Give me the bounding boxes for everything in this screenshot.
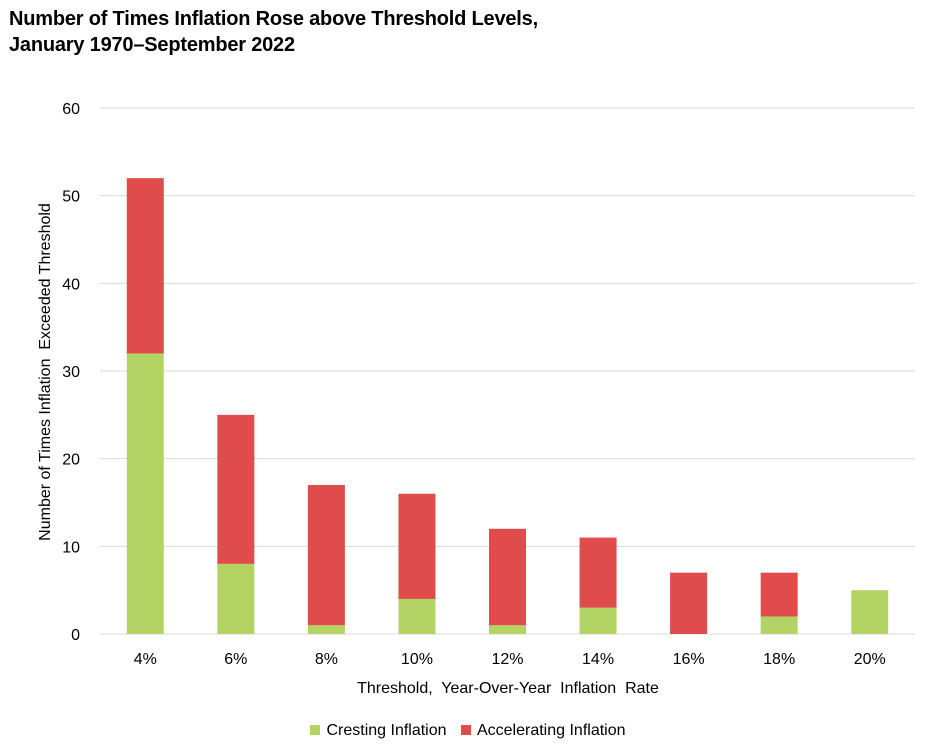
bar-accelerating-10pct	[398, 493, 436, 599]
legend-label-cresting: Cresting Inflation	[326, 722, 447, 739]
chart-title-line-2: January 1970–September 2022	[9, 34, 295, 56]
bar-accelerating-6pct	[217, 414, 255, 564]
y-tick-label: 10	[62, 539, 80, 556]
bar-cresting-14pct	[579, 607, 617, 634]
y-tick-label: 0	[71, 627, 80, 644]
bar-cresting-20pct	[851, 590, 889, 634]
y-tick-label: 40	[62, 276, 80, 293]
y-tick-label: 60	[62, 101, 80, 118]
x-tick-label: 10%	[401, 651, 433, 668]
chart-title-line-1: Number of Times Inflation Rose above Thr…	[9, 8, 538, 30]
x-tick-label: 12%	[491, 651, 523, 668]
x-tick-label: 4%	[134, 651, 157, 668]
y-tick-label: 50	[62, 189, 80, 206]
legend-label-accelerating: Accelerating Inflation	[476, 722, 626, 739]
bar-cresting-4pct	[126, 353, 164, 634]
bar-cresting-8pct	[307, 625, 345, 634]
bar-accelerating-14pct	[579, 537, 617, 608]
y-tick-label: 30	[62, 364, 80, 381]
bar-cresting-12pct	[489, 625, 526, 634]
bar-cresting-10pct	[398, 598, 436, 634]
bar-cresting-18pct	[760, 616, 798, 634]
x-tick-labels: 4% 6% 8% 10% 12% 14% 16% 18% 20%	[134, 651, 886, 668]
x-tick-label: 16%	[673, 651, 705, 668]
x-axis-label: Threshold, Year-Over-Year Inflation Rate	[357, 680, 659, 697]
y-tick-labels: 0 10 20 30 40 50 60	[62, 101, 80, 644]
legend: Cresting Inflation Accelerating Inflatio…	[0, 722, 936, 740]
bar-accelerating-4pct	[126, 178, 164, 354]
bar-accelerating-16pct	[670, 572, 708, 634]
stacked-bar-chart: 0 10 20 30 40 50 60 4% 6% 8% 10% 12% 14% 16% 18% 20% T…	[37, 101, 915, 697]
bar-accelerating-8pct	[307, 484, 345, 626]
x-tick-label: 6%	[224, 651, 247, 668]
bar-accelerating-12pct	[489, 528, 526, 626]
x-tick-label: 20%	[854, 651, 886, 668]
y-axis-label: Number of Times Inflation Exceeded Thres…	[37, 203, 54, 541]
bar-accelerating-18pct	[760, 572, 798, 617]
x-tick-label: 18%	[763, 651, 795, 668]
legend-swatch-accelerating	[460, 725, 471, 735]
bars	[126, 178, 889, 634]
x-tick-label: 8%	[315, 651, 338, 668]
bar-cresting-6pct	[217, 563, 255, 634]
legend-item-cresting: Cresting Inflation	[310, 722, 447, 740]
chart-title: Number of Times Inflation Rose above Thr…	[9, 6, 538, 58]
y-tick-label: 20	[62, 452, 80, 469]
legend-swatch-cresting	[310, 725, 321, 735]
legend-item-accelerating: Accelerating Inflation	[460, 722, 626, 740]
x-tick-label: 14%	[582, 651, 614, 668]
